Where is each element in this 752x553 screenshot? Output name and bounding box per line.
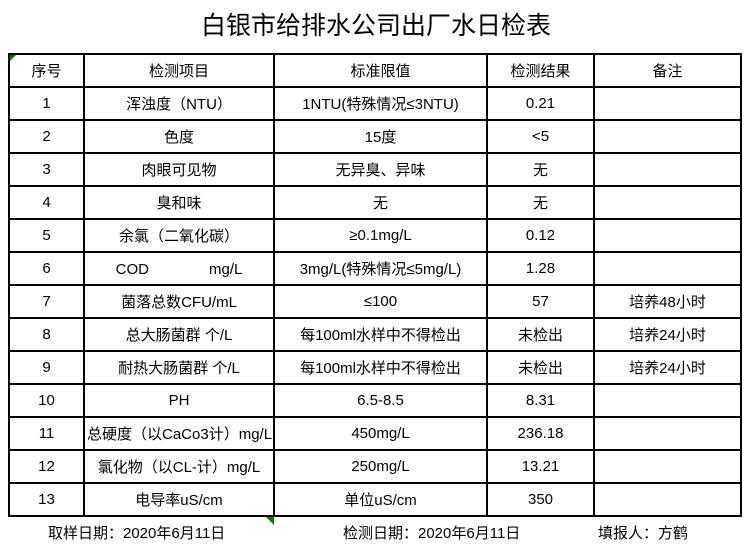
cell-result: 13.21 [486, 449, 595, 484]
cell-result: 未检出 [486, 350, 595, 385]
cell-note: 培养48小时 [593, 284, 742, 319]
inspection-table: 序号 检测项目 标准限值 检测结果 备注 1 浑浊度（NTU） 1NTU(特殊情… [8, 53, 742, 517]
reporter-label: 填报人：方鹤 [598, 525, 689, 542]
cell-item: 电导率uS/cm [83, 482, 275, 517]
table-row: 3 肉眼可见物 无异臭、异味 无 [8, 152, 742, 187]
cell-note [593, 119, 742, 154]
sampling-date-label: 取样日期：2020年6月11日 [48, 525, 226, 542]
cell-result: 无 [486, 152, 595, 187]
cell-note [593, 416, 742, 451]
cell-limit: 无异臭、异味 [273, 152, 488, 187]
cell-item: 色度 [83, 119, 275, 154]
cell-limit: ≥0.1mg/L [273, 218, 488, 253]
cell-limit: 无 [273, 185, 488, 220]
table-row: 10 PH 6.5-8.5 8.31 [8, 383, 742, 418]
cell-note [593, 482, 742, 517]
table-row: 2 色度 15度 <5 [8, 119, 742, 154]
cell-no: 11 [8, 416, 85, 451]
cell-item: 耐热大肠菌群 个/L [83, 350, 275, 385]
cell-no: 6 [8, 251, 85, 286]
table-row: 13 电导率uS/cm 单位uS/cm 350 [8, 482, 742, 517]
cell-no: 8 [8, 317, 85, 352]
cell-limit: 每100ml水样中不得检出 [273, 317, 488, 352]
cell-limit: ≤100 [273, 284, 488, 319]
cell-no: 4 [8, 185, 85, 220]
header-limit: 标准限值 [273, 53, 488, 88]
cell-result: 0.21 [486, 86, 595, 121]
page-title: 白银市给排水公司出厂水日检表 [200, 12, 551, 40]
cell-note [593, 383, 742, 418]
cell-note: 培养24小时 [593, 317, 742, 352]
cell-item: 总大肠菌群 个/L [83, 317, 275, 352]
cell-no: 12 [8, 449, 85, 484]
cell-no: 9 [8, 350, 85, 385]
cell-item: 余氯（二氧化碳） [83, 218, 275, 253]
cell-limit: 250mg/L [273, 449, 488, 484]
table-row: 1 浑浊度（NTU） 1NTU(特殊情况≤3NTU) 0.21 [8, 86, 742, 121]
cell-no: 13 [8, 482, 85, 517]
table-row: 7 菌落总数CFU/mL ≤100 57 培养48小时 [8, 284, 742, 319]
cell-item: 臭和味 [83, 185, 275, 220]
cell-limit: 每100ml水样中不得检出 [273, 350, 488, 385]
cell-result: 0.12 [486, 218, 595, 253]
cell-corner-flag-bottom-icon [266, 517, 274, 525]
header-result: 检测结果 [486, 53, 595, 88]
footer: 取样日期：2020年6月11日 检测日期：2020年6月11日 填报人：方鹤 [0, 520, 752, 550]
cell-limit: 单位uS/cm [273, 482, 488, 517]
cell-item: 菌落总数CFU/mL [83, 284, 275, 319]
cell-result: 无 [486, 185, 595, 220]
cell-no: 2 [8, 119, 85, 154]
cell-item: 浑浊度（NTU） [83, 86, 275, 121]
cell-item: 总硬度（以CaCo3计）mg/L [83, 416, 275, 451]
cell-item: 氯化物（以CL-计）mg/L [83, 449, 275, 484]
table-row: 4 臭和味 无 无 [8, 185, 742, 220]
cell-result: 未检出 [486, 317, 595, 352]
cell-note [593, 251, 742, 286]
cell-note [593, 218, 742, 253]
table-row: 9 耐热大肠菌群 个/L 每100ml水样中不得检出 未检出 培养24小时 [8, 350, 742, 385]
table-row: 8 总大肠菌群 个/L 每100ml水样中不得检出 未检出 培养24小时 [8, 317, 742, 352]
header-no: 序号 [8, 53, 85, 88]
test-date-label: 检测日期：2020年6月11日 [343, 525, 521, 542]
cell-limit: 6.5-8.5 [273, 383, 488, 418]
cell-no: 3 [8, 152, 85, 187]
cell-limit: 3mg/L(特殊情况≤5mg/L) [273, 251, 488, 286]
cell-result: 1.28 [486, 251, 595, 286]
cell-result: 8.31 [486, 383, 595, 418]
cell-note [593, 152, 742, 187]
cell-limit: 450mg/L [273, 416, 488, 451]
header-note: 备注 [593, 53, 742, 88]
table-header-row: 序号 检测项目 标准限值 检测结果 备注 [8, 53, 742, 88]
cell-item: 肉眼可见物 [83, 152, 275, 187]
header-item: 检测项目 [83, 53, 275, 88]
cell-item: COD mg/L [83, 251, 275, 286]
cell-no: 7 [8, 284, 85, 319]
cell-result: 236.18 [486, 416, 595, 451]
table-row: 12 氯化物（以CL-计）mg/L 250mg/L 13.21 [8, 449, 742, 484]
cell-result: <5 [486, 119, 595, 154]
cell-item: PH [83, 383, 275, 418]
cell-no: 10 [8, 383, 85, 418]
cell-note [593, 185, 742, 220]
table-row: 11 总硬度（以CaCo3计）mg/L 450mg/L 236.18 [8, 416, 742, 451]
cell-note [593, 449, 742, 484]
cell-note [593, 86, 742, 121]
table-row: 6 COD mg/L 3mg/L(特殊情况≤5mg/L) 1.28 [8, 251, 742, 286]
cell-note: 培养24小时 [593, 350, 742, 385]
cell-limit: 1NTU(特殊情况≤3NTU) [273, 86, 488, 121]
cell-result: 350 [486, 482, 595, 517]
cell-no: 5 [8, 218, 85, 253]
cell-no: 1 [8, 86, 85, 121]
cell-result: 57 [486, 284, 595, 319]
table-row: 5 余氯（二氧化碳） ≥0.1mg/L 0.12 [8, 218, 742, 253]
cell-limit: 15度 [273, 119, 488, 154]
